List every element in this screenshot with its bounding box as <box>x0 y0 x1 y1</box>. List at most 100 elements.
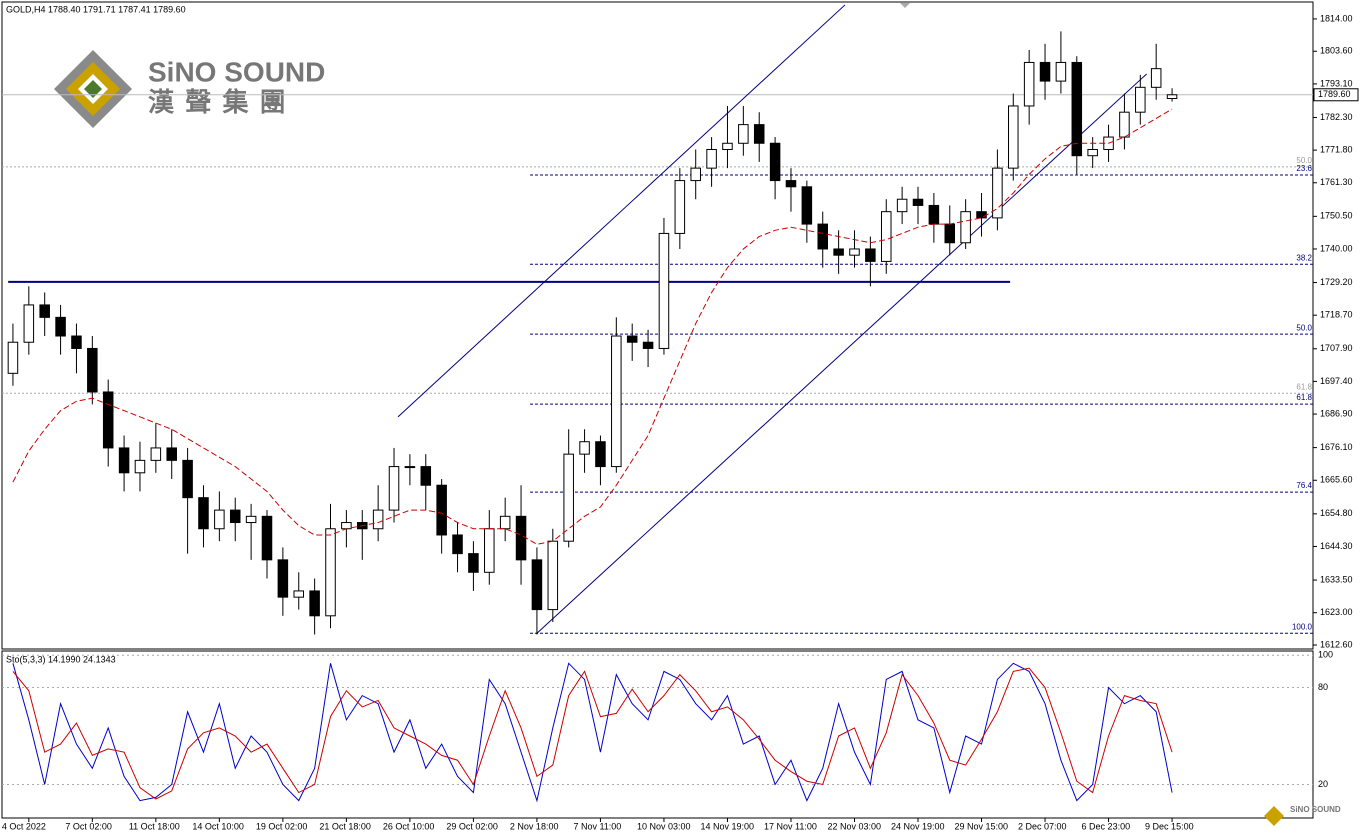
y-tick-label: 80 <box>1318 682 1328 692</box>
candle-body <box>436 484 447 536</box>
candle-body <box>118 447 130 474</box>
x-tick-label: 17 Nov 11:00 <box>764 821 817 831</box>
candle-body <box>372 509 384 530</box>
candle-body <box>388 466 400 511</box>
trendline <box>397 4 846 418</box>
candle-body <box>261 515 273 561</box>
candle-body <box>785 180 797 188</box>
y-tick-label: 1676.10 <box>1320 442 1353 452</box>
y-tick-label: 1761.30 <box>1320 177 1353 187</box>
candle-body <box>563 453 574 542</box>
current-price-box <box>1313 88 1359 102</box>
candle-body <box>277 559 289 598</box>
stoch-pane <box>1 650 1314 819</box>
candle-body <box>166 447 177 461</box>
x-tick-label: 26 Oct 10:00 <box>383 821 435 831</box>
candle-body <box>865 248 876 262</box>
y-tick-label: 1612.60 <box>1320 639 1353 649</box>
y-tick-label: 1782.30 <box>1320 112 1353 122</box>
candle-body <box>801 186 813 225</box>
chart-header: GOLD,H4 1788.40 1791.71 1787.41 1789.60 <box>6 4 186 14</box>
shift-marker <box>900 3 910 8</box>
candle-body <box>579 441 590 455</box>
candle-body <box>738 124 749 144</box>
candle-body <box>595 441 606 468</box>
x-tick-label: 29 Oct 02:00 <box>446 821 498 831</box>
candle-body <box>102 391 114 449</box>
y-tick-label: 1793.10 <box>1320 78 1353 88</box>
candle-body <box>944 223 956 244</box>
candle-body <box>7 341 19 374</box>
candle-body <box>626 335 638 343</box>
candle-body <box>690 167 701 182</box>
candle-body <box>1087 148 1098 157</box>
moving-average <box>12 108 1173 545</box>
candle-body <box>468 553 479 573</box>
corner-logo-diamond <box>1264 806 1284 826</box>
y-tick-label: 1750.50 <box>1320 211 1353 221</box>
y-tick-label: 1771.80 <box>1320 144 1353 154</box>
candle-body <box>309 590 320 617</box>
candle-body <box>404 466 416 469</box>
candle-body <box>912 198 924 206</box>
y-tick-label: 1740.00 <box>1320 243 1353 253</box>
candle-body <box>452 534 463 555</box>
x-tick-label: 10 Nov 03:00 <box>637 821 691 831</box>
y-tick-label: 100 <box>1318 650 1333 660</box>
x-tick-label: 19 Oct 02:00 <box>256 821 308 831</box>
candle-body <box>1023 61 1035 107</box>
candle-body <box>658 232 670 349</box>
x-tick-label: 24 Nov 19:00 <box>891 821 945 831</box>
logo-diamond-center <box>84 80 102 98</box>
candle-body <box>976 211 987 219</box>
y-tick-label: 1623.00 <box>1320 607 1353 617</box>
y-tick-label: 1633.50 <box>1320 574 1353 584</box>
y-tick-label: 1697.40 <box>1320 376 1353 386</box>
y-tick-label: 1665.60 <box>1320 475 1353 485</box>
stoch-line <box>12 667 1173 800</box>
candle-body <box>960 211 971 244</box>
stoch-plot <box>2 654 1313 803</box>
fib-label: 76.4 <box>1296 481 1312 490</box>
x-tick-label: 22 Nov 03:00 <box>827 821 881 831</box>
x-tick-label: 7 Nov 11:00 <box>573 821 621 831</box>
candle-body <box>611 335 622 468</box>
stoch-label: Sto(5,3,3) 14.1990 24.1343 <box>6 654 116 664</box>
candle-body <box>1150 68 1162 88</box>
y-tick-label: 1707.90 <box>1320 343 1353 353</box>
candle-body <box>134 459 146 474</box>
candle-body <box>150 447 162 461</box>
candle-body <box>880 211 892 262</box>
x-tick-label: 11 Oct 18:00 <box>129 821 180 831</box>
candle-body <box>499 515 511 530</box>
fib-label: 38.2 <box>1296 253 1312 262</box>
candle-body <box>722 142 733 150</box>
candle-body <box>753 124 765 144</box>
candle-body <box>769 142 781 182</box>
trendline <box>536 73 1147 634</box>
candle-body <box>674 180 686 234</box>
main-pane <box>1 1 1314 650</box>
candle-body <box>1119 111 1130 138</box>
candle-body <box>39 304 50 318</box>
x-tick-label: 6 Dec 23:00 <box>1082 821 1131 831</box>
candle-body <box>833 248 844 256</box>
candle-body <box>420 466 432 486</box>
fib-label: 23.6 <box>1296 164 1312 173</box>
candle-body <box>1135 86 1146 113</box>
x-tick-label: 2 Dec 07:00 <box>1018 821 1067 831</box>
candle-body <box>229 509 241 524</box>
candle-body <box>1039 61 1051 82</box>
candle-body <box>71 335 82 349</box>
corner-logo-brand: SiNO SOUND <box>1290 805 1341 814</box>
x-tick-label: 29 Nov 15:00 <box>955 821 1009 831</box>
corner-logo: SiNO SOUND <box>1264 805 1341 826</box>
main-plot <box>2 4 1313 635</box>
candle-body <box>484 528 495 573</box>
x-tick-label: 2 Nov 18:00 <box>510 821 559 831</box>
candle-body <box>849 248 860 256</box>
current-price-label: 1789.60 <box>1318 89 1351 99</box>
x-tick-label: 14 Nov 19:00 <box>700 821 754 831</box>
candle-body <box>515 515 527 561</box>
candle-body <box>642 341 654 349</box>
